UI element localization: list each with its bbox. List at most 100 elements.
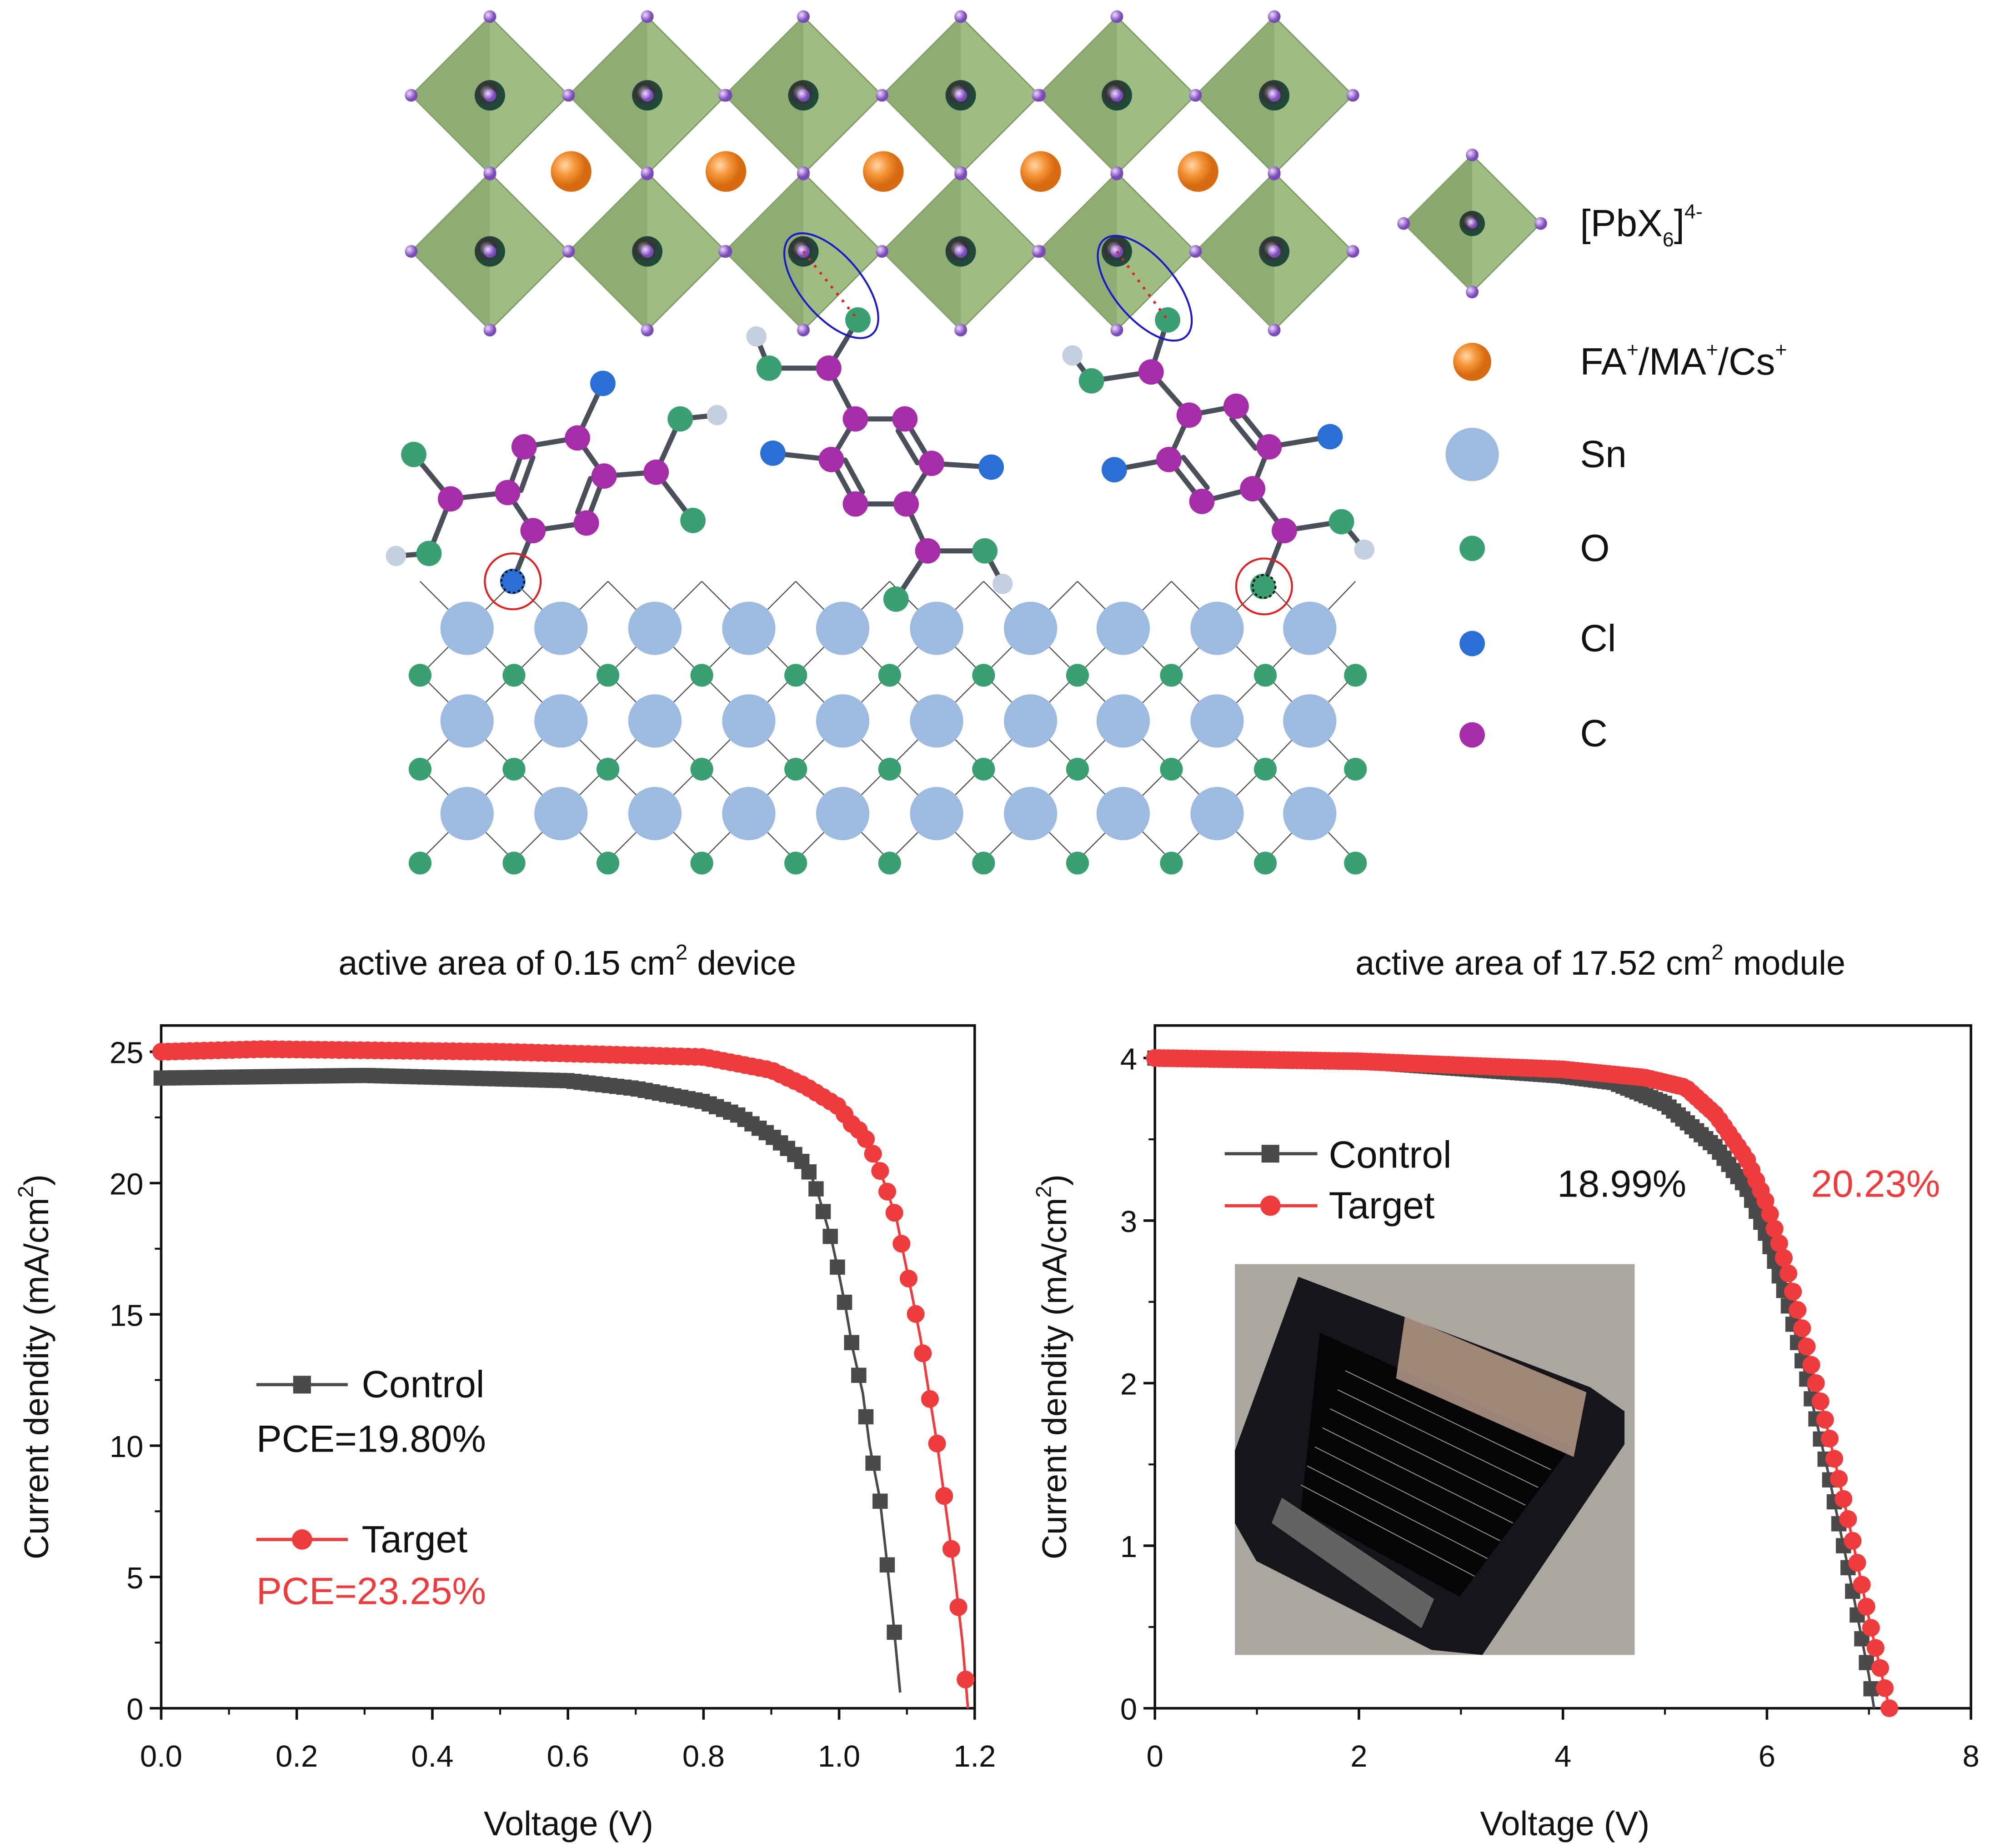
cl-sphere-icon — [1459, 631, 1485, 656]
circle-marker-icon — [1260, 1195, 1281, 1216]
pb-o-interaction-line — [1116, 250, 1169, 321]
interaction-circle — [484, 552, 542, 611]
c-atom — [1156, 446, 1182, 472]
sn-atom — [534, 601, 588, 655]
data-point — [1839, 1510, 1857, 1528]
y-axis-label: Current dendity (mA/cm2) — [1032, 1174, 1073, 1559]
halide-atom — [797, 166, 810, 179]
octahedron-face — [568, 16, 647, 174]
halide-atom — [954, 166, 967, 179]
o-atom — [845, 307, 871, 333]
y-tick-label: 25 — [110, 1036, 144, 1070]
legend-item-cations: FA+/MA+/Cs+ — [1453, 339, 1787, 383]
data-point — [808, 1181, 824, 1197]
halide-atom — [797, 324, 810, 337]
sn-atom — [1190, 601, 1244, 655]
halide-atom — [718, 245, 731, 258]
cl-atom — [1317, 424, 1343, 450]
o-atom — [756, 355, 782, 381]
halide-atom — [1189, 245, 1202, 258]
x-tick-label: 0 — [1147, 1739, 1163, 1773]
halide-atom — [718, 89, 731, 102]
halide-atom — [1346, 89, 1359, 102]
data-point — [928, 1434, 946, 1452]
halide-atom — [1032, 245, 1045, 258]
legend-label-cations: FA+/MA+/Cs+ — [1580, 339, 1787, 383]
chart-title: active area of 17.52 cm2 module — [1355, 941, 1845, 982]
sn-atom — [534, 787, 588, 841]
c-atom — [816, 355, 842, 381]
halide-atom — [641, 166, 654, 179]
o-atom — [416, 541, 442, 566]
cl-atom — [500, 568, 526, 594]
data-point — [957, 1670, 975, 1688]
o-atom — [878, 664, 901, 687]
c-atom — [842, 491, 868, 517]
sn-atom — [910, 787, 963, 841]
sn-atom — [628, 694, 682, 748]
sn-atom — [1283, 787, 1337, 841]
double-bond — [1181, 455, 1210, 491]
data-point — [1779, 1264, 1798, 1282]
halide-atom — [1110, 89, 1123, 102]
plot-area — [152, 1040, 975, 1708]
data-point — [1848, 1554, 1866, 1572]
data-point — [1784, 1282, 1802, 1301]
c-atom — [511, 434, 537, 460]
crystal-structure-illustration — [386, 10, 1375, 875]
cation-atom — [551, 151, 591, 192]
inset-module-photo — [1235, 1264, 1635, 1655]
data-point — [801, 1164, 817, 1180]
molecules — [386, 232, 1375, 616]
o-atom — [1160, 851, 1183, 875]
halide-atom — [1268, 10, 1281, 23]
sn-atom — [1096, 787, 1150, 841]
octahedron-face — [1038, 16, 1117, 174]
sn-atom — [1096, 694, 1150, 748]
legend-label-control: Control — [362, 1363, 485, 1406]
halide-atom — [876, 89, 889, 102]
o-atom — [1160, 664, 1183, 687]
c-atom — [1240, 476, 1266, 501]
halide-atom — [797, 10, 810, 23]
cation-atom — [1178, 151, 1218, 192]
o-atom — [1328, 509, 1354, 535]
halide-atom — [876, 245, 889, 258]
o-atom — [784, 757, 807, 781]
data-point — [865, 1455, 881, 1471]
sn-sphere-icon — [1445, 428, 1499, 481]
circle-marker-icon — [292, 1529, 312, 1550]
pce-target: PCE=23.25% — [256, 1570, 486, 1613]
y-tick-label: 1 — [1120, 1530, 1137, 1564]
data-point — [830, 1259, 845, 1275]
sn-atom — [816, 787, 870, 841]
halide-atom — [1110, 10, 1123, 23]
cation-atom — [1020, 151, 1061, 192]
data-point — [1802, 1356, 1820, 1374]
series-target — [1146, 1049, 1899, 1718]
x-tick-label: 2 — [1350, 1739, 1367, 1773]
data-point — [857, 1130, 875, 1148]
sn-atom — [1096, 601, 1150, 655]
data-point — [858, 1409, 874, 1425]
o-atom — [1066, 851, 1089, 875]
legend: Control PCE=19.80% Target PCE=23.25% — [256, 1363, 486, 1613]
data-point — [1761, 1205, 1779, 1223]
series-control — [153, 1067, 902, 1693]
y-axis-label: Current dendity (mA/cm2) — [14, 1174, 55, 1559]
cl-atom — [1101, 457, 1127, 483]
sn-atom — [1283, 694, 1337, 748]
sn-atom — [1004, 694, 1058, 748]
interaction-ellipse — [783, 232, 879, 339]
data-point — [1807, 1374, 1825, 1392]
x-axis-label: Voltage (V) — [484, 1804, 653, 1843]
data-point — [1853, 1576, 1871, 1594]
halide-atom — [1268, 166, 1281, 179]
data-point — [942, 1540, 960, 1558]
halide-atom — [1110, 245, 1123, 258]
o-atom — [1253, 664, 1277, 687]
interaction-ellipse — [1097, 235, 1193, 342]
halide-atom — [1110, 324, 1123, 337]
legend-label-control: Control — [1329, 1133, 1452, 1176]
orange-sphere-icon — [1453, 343, 1491, 381]
